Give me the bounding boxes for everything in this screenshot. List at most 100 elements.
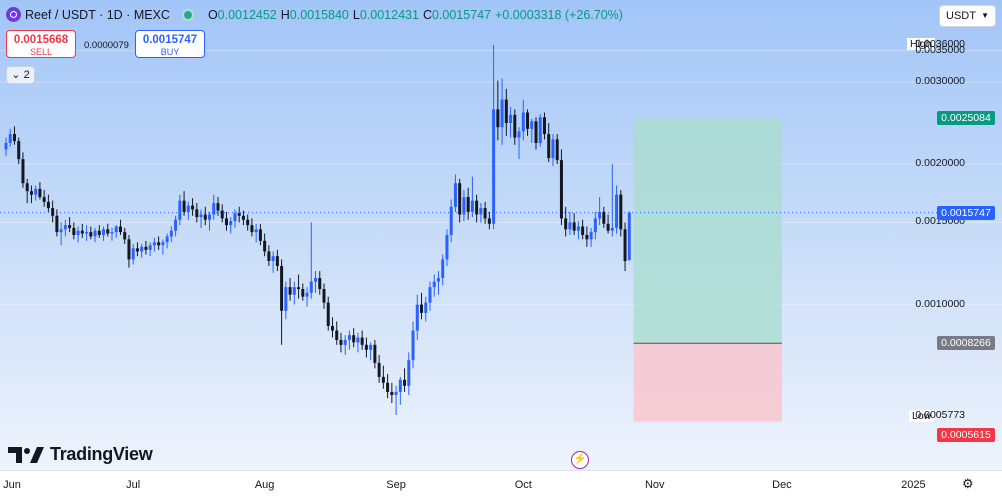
candle-body xyxy=(157,242,161,246)
candle-body xyxy=(352,335,356,343)
candle xyxy=(118,219,122,235)
candle-body xyxy=(292,287,296,295)
candle xyxy=(220,204,224,223)
candle xyxy=(72,222,76,240)
candle-body xyxy=(8,134,12,143)
candle-body xyxy=(123,232,127,240)
candle xyxy=(339,332,343,353)
candle-body xyxy=(140,246,144,252)
candle-body xyxy=(250,225,254,233)
candle xyxy=(46,194,50,212)
candle xyxy=(135,242,139,257)
candle-body xyxy=(445,234,449,260)
candle-body xyxy=(517,131,521,138)
candle xyxy=(500,78,504,145)
candle xyxy=(475,194,479,223)
candle xyxy=(589,227,593,247)
candle-body xyxy=(449,206,453,235)
buy-price: 0.0015747 xyxy=(142,34,198,46)
candle-body xyxy=(305,292,309,297)
candle-body xyxy=(390,391,394,396)
candle-body xyxy=(559,160,563,219)
indicators-toggle[interactable]: ⌄ 2 xyxy=(6,66,35,84)
candle xyxy=(326,296,330,331)
candle-body xyxy=(318,278,322,290)
candle xyxy=(123,227,127,244)
buy-button[interactable]: 0.0015747 BUY xyxy=(135,30,205,58)
buy-label: BUY xyxy=(160,47,180,57)
candle-body xyxy=(288,287,292,295)
candle-body xyxy=(394,391,398,396)
candle-body xyxy=(59,229,63,233)
candle xyxy=(80,223,84,238)
candle-body xyxy=(538,117,542,143)
candle-body xyxy=(403,379,407,386)
candle-body xyxy=(275,256,279,266)
candle-body xyxy=(581,226,585,235)
symbol-title[interactable]: Reef / USDT · 1D · MEXC xyxy=(25,7,170,22)
candle xyxy=(161,239,165,255)
candle xyxy=(25,178,29,204)
candle-body xyxy=(271,256,275,262)
candle xyxy=(513,109,517,145)
candle xyxy=(267,245,271,266)
candle-body xyxy=(148,245,152,250)
candle-body xyxy=(63,225,67,230)
candle-body xyxy=(186,205,190,212)
candle xyxy=(305,287,309,307)
candle-body xyxy=(381,376,385,383)
x-axis-tick-label: Nov xyxy=(644,479,665,491)
candle xyxy=(85,225,89,241)
price-chart[interactable] xyxy=(0,0,1002,470)
candle xyxy=(598,197,602,226)
candle xyxy=(564,206,568,237)
candle-body xyxy=(51,208,55,216)
candle-body xyxy=(4,142,8,150)
candle xyxy=(322,283,326,309)
tradingview-logo[interactable]: TradingView xyxy=(8,444,153,465)
candle xyxy=(576,221,580,240)
candle xyxy=(93,227,97,243)
candle-body xyxy=(475,200,479,215)
candle-body xyxy=(407,360,411,386)
candle xyxy=(462,190,466,222)
candle-body xyxy=(85,232,89,234)
candle-body xyxy=(326,302,330,326)
candle-body xyxy=(280,265,284,311)
candle-body xyxy=(12,134,16,142)
candle xyxy=(581,219,585,240)
candle-body xyxy=(195,209,199,218)
gear-icon[interactable]: ⚙ xyxy=(962,476,974,491)
candle xyxy=(479,203,483,223)
candle xyxy=(292,281,296,305)
candle-body xyxy=(424,302,428,313)
candle-body xyxy=(68,225,72,228)
sell-button[interactable]: 0.0015668 SELL xyxy=(6,30,76,58)
candle-body xyxy=(373,344,377,363)
candle xyxy=(114,225,118,238)
candle xyxy=(51,200,55,223)
lightning-event-icon[interactable]: ⚡ xyxy=(571,451,589,469)
candle xyxy=(157,236,161,250)
candle-body xyxy=(576,226,580,231)
ohlc-label: C xyxy=(422,7,432,22)
candle xyxy=(29,185,33,204)
candle-body xyxy=(521,112,525,132)
position-tool xyxy=(633,118,782,422)
candle-body xyxy=(458,183,462,215)
candle xyxy=(68,217,72,233)
candle xyxy=(526,109,530,136)
candle-body xyxy=(76,230,80,235)
candle-body xyxy=(220,210,224,219)
candle xyxy=(360,330,364,350)
candle-body xyxy=(34,188,38,195)
candle xyxy=(390,382,394,404)
candle-body xyxy=(436,278,440,282)
candle-body xyxy=(500,99,504,128)
y-axis-tick-label: 0.0020000 xyxy=(915,157,965,170)
currency-select[interactable]: USDT ▼ xyxy=(939,5,996,27)
symbol-legend[interactable]: Reef / USDT · 1D · MEXC O0.0012452 H0.001… xyxy=(6,7,623,22)
candle xyxy=(34,185,38,201)
candle-body xyxy=(97,230,101,235)
x-axis-tick-label: Oct xyxy=(514,479,532,491)
